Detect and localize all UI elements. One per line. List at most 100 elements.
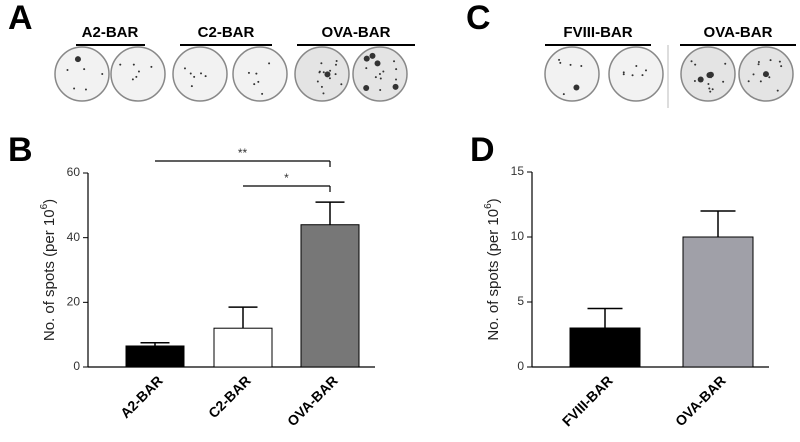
spot bbox=[776, 89, 779, 92]
spot bbox=[379, 77, 382, 80]
spot bbox=[84, 88, 87, 91]
spot bbox=[757, 63, 760, 66]
y-tick-label: 10 bbox=[511, 229, 525, 243]
x-tick-label: OVA-BAR bbox=[672, 372, 729, 429]
spot bbox=[320, 85, 323, 88]
y-tick-label: 20 bbox=[67, 295, 81, 309]
spot bbox=[329, 69, 332, 72]
panel-label: B bbox=[8, 131, 33, 169]
bar bbox=[682, 236, 754, 368]
spot bbox=[316, 80, 319, 83]
bar bbox=[569, 327, 641, 368]
spot bbox=[395, 68, 398, 71]
spot bbox=[183, 67, 186, 70]
spot bbox=[382, 70, 385, 73]
y-axis-label: No. of spots (per 106) bbox=[39, 199, 58, 341]
spot bbox=[253, 83, 256, 86]
x-tick-label: FVIII-BAR bbox=[559, 372, 616, 429]
spot bbox=[83, 68, 86, 71]
spot bbox=[334, 73, 337, 76]
y-label-sup: 6 bbox=[483, 203, 494, 209]
spot bbox=[393, 60, 396, 63]
spot bbox=[200, 72, 203, 75]
spot bbox=[763, 74, 766, 77]
spot bbox=[204, 75, 207, 78]
significance-label: * bbox=[284, 171, 289, 185]
spot bbox=[190, 85, 193, 88]
bar bbox=[213, 327, 273, 368]
well bbox=[608, 46, 664, 102]
spot bbox=[752, 73, 755, 76]
spot bbox=[150, 65, 153, 68]
spot bbox=[73, 87, 76, 90]
bar bbox=[125, 345, 185, 368]
well-group-label: OVA-BAR bbox=[704, 24, 773, 41]
spot bbox=[320, 62, 323, 65]
spot bbox=[255, 72, 258, 75]
spot bbox=[558, 58, 561, 61]
spot bbox=[324, 71, 331, 78]
spot bbox=[66, 69, 69, 72]
spot bbox=[622, 71, 625, 74]
spot bbox=[322, 71, 325, 74]
spot bbox=[573, 84, 580, 91]
spot bbox=[374, 76, 377, 79]
y-tick-label: 5 bbox=[517, 294, 524, 308]
x-tick-label: A2-BAR bbox=[117, 372, 166, 421]
spot bbox=[318, 71, 321, 74]
spot bbox=[757, 61, 760, 64]
spot bbox=[762, 71, 769, 78]
well-group-label: OVA-BAR bbox=[322, 24, 391, 41]
y-label-end: ) bbox=[485, 198, 502, 203]
spot bbox=[768, 76, 771, 79]
spot bbox=[780, 65, 783, 68]
y-label-main: No. of spots (per 10 bbox=[41, 209, 58, 341]
spot bbox=[74, 56, 81, 63]
x-tick-label: OVA-BAR bbox=[284, 372, 341, 429]
well bbox=[544, 46, 600, 102]
spot bbox=[268, 62, 271, 65]
spot bbox=[711, 88, 714, 91]
well bbox=[110, 46, 166, 102]
spot bbox=[747, 80, 750, 83]
spot bbox=[365, 67, 368, 70]
x-tick-label: C2-BAR bbox=[205, 372, 254, 421]
spot bbox=[193, 75, 196, 78]
bar bbox=[300, 224, 360, 368]
spot bbox=[257, 80, 260, 83]
y-axis-label: No. of spots (per 106) bbox=[483, 198, 502, 340]
spot bbox=[322, 92, 325, 95]
y-tick-label: 0 bbox=[517, 359, 524, 373]
spot bbox=[369, 52, 376, 59]
spot bbox=[569, 63, 572, 66]
spot bbox=[759, 80, 762, 83]
spot bbox=[641, 74, 644, 77]
spot bbox=[378, 73, 381, 76]
spot bbox=[622, 73, 625, 76]
y-tick-label: 0 bbox=[73, 359, 80, 373]
spot bbox=[247, 71, 250, 74]
panel-label: A bbox=[8, 0, 33, 37]
spot bbox=[135, 75, 138, 78]
y-tick-label: 15 bbox=[511, 164, 525, 178]
spot bbox=[644, 69, 647, 72]
spot bbox=[101, 73, 104, 76]
y-label-main: No. of spots (per 10 bbox=[485, 209, 502, 341]
y-label-end: ) bbox=[41, 199, 58, 204]
spot bbox=[769, 59, 772, 62]
spot bbox=[395, 78, 398, 81]
spot bbox=[697, 76, 704, 83]
spot bbox=[707, 83, 710, 86]
significance-label: ** bbox=[238, 146, 248, 160]
spot bbox=[559, 61, 562, 64]
spot bbox=[131, 78, 134, 81]
spot bbox=[722, 80, 725, 83]
spot bbox=[363, 55, 370, 62]
well-group-label: C2-BAR bbox=[198, 24, 255, 41]
y-tick-label: 60 bbox=[67, 165, 81, 179]
well-group-label: A2-BAR bbox=[82, 24, 139, 41]
spot bbox=[137, 70, 140, 73]
y-label-sup: 6 bbox=[39, 203, 50, 209]
spot bbox=[261, 92, 264, 95]
spot bbox=[340, 83, 343, 86]
